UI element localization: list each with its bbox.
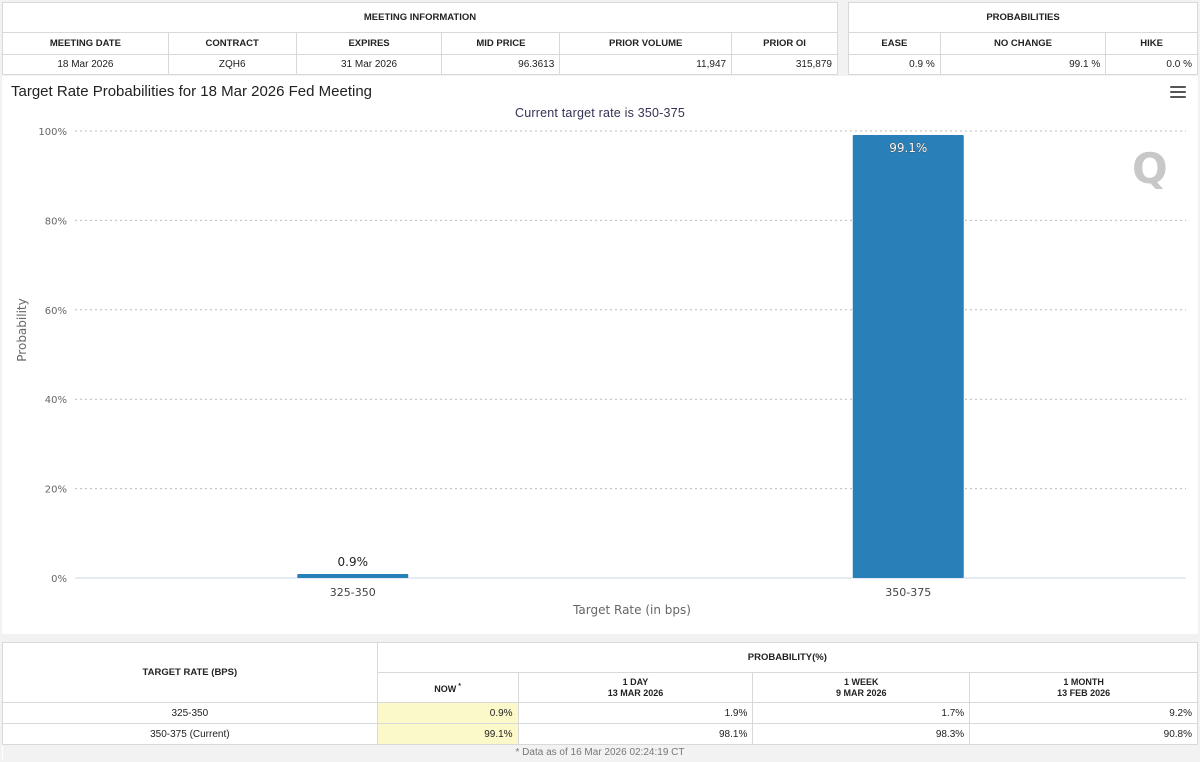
chart-title: Target Rate Probabilities for 18 Mar 202… xyxy=(11,83,373,100)
header-hike: HIKE xyxy=(1105,32,1198,55)
mid-price-value: 96.3613 xyxy=(441,54,561,75)
meeting-date-value: 18 Mar 2026 xyxy=(2,54,169,75)
y-tick-label: 0% xyxy=(51,574,67,585)
header-now: NOW * xyxy=(376,672,519,703)
rate-cell: 325-350 xyxy=(2,702,378,724)
chart-panel: Target Rate Probabilities for 18 Mar 202… xyxy=(2,76,1198,634)
1-week-cell: 98.3% xyxy=(752,723,971,745)
y-tick-label: 20% xyxy=(45,485,67,496)
header-1-month: 1 MONTH 13 FEB 2026 xyxy=(969,672,1198,703)
header-expires: EXPIRES xyxy=(295,32,443,55)
y-tick-label: 100% xyxy=(38,127,67,138)
probabilities-table: PROBABILITIES EASE NO CHANGE HIKE 0.9 % … xyxy=(848,2,1198,75)
bar-325-350[interactable] xyxy=(297,573,409,578)
y-tick-label: 40% xyxy=(45,395,67,406)
hamburger-menu-icon[interactable] xyxy=(1170,86,1186,98)
meeting-information-title: MEETING INFORMATION xyxy=(2,2,838,33)
header-ease: EASE xyxy=(848,32,941,55)
chart-subtitle: Current target rate is 350-375 xyxy=(515,106,685,120)
data-label: 99.1% xyxy=(889,141,927,155)
prior-oi-value: 315,879 xyxy=(731,54,838,75)
header-probability: PROBABILITY(%) xyxy=(376,642,1199,673)
expires-value: 31 Mar 2026 xyxy=(295,54,443,75)
no-change-value: 99.1 % xyxy=(939,54,1107,75)
header-target-rate: TARGET RATE (BPS) xyxy=(2,642,378,703)
y-tick-label: 80% xyxy=(45,216,67,227)
header-prior-oi: PRIOR OI xyxy=(731,32,838,55)
hike-value: 0.0 % xyxy=(1105,54,1198,75)
x-tick-label: 350-375 xyxy=(885,586,931,599)
target-rate-probability-table: TARGET RATE (BPS) PROBABILITY(%) NOW * 1 … xyxy=(2,642,1199,761)
header-prior-volume: PRIOR VOLUME xyxy=(559,32,733,55)
1-day-cell: 1.9% xyxy=(517,702,754,724)
now-cell: 99.1% xyxy=(376,723,519,745)
prior-volume-value: 11,947 xyxy=(559,54,733,75)
watermark-logo-q: Q xyxy=(1132,144,1168,193)
header-meeting-date: MEETING DATE xyxy=(2,32,169,55)
y-tick-label: 60% xyxy=(45,306,67,317)
probabilities-title: PROBABILITIES xyxy=(848,2,1198,33)
meeting-information-table: MEETING INFORMATION MEETING DATE CONTRAC… xyxy=(2,2,838,75)
header-contract: CONTRACT xyxy=(167,32,297,55)
rate-cell: 350-375 (Current) xyxy=(2,723,378,745)
contract-value: ZQH6 xyxy=(167,54,297,75)
y-axis-label: Probability xyxy=(15,298,29,361)
1-week-cell: 1.7% xyxy=(752,702,971,724)
table-row: 325-350 0.9% 1.9% 1.7% 9.2% xyxy=(2,702,1198,724)
x-tick-label: 325-350 xyxy=(330,586,376,599)
header-no-change: NO CHANGE xyxy=(939,32,1107,55)
bar-chart: 0% 20% 40% 60% 80% 100% 325-350 0.9% 350-375 99.1… xyxy=(15,127,1186,617)
ease-value: 0.9 % xyxy=(848,54,941,75)
x-axis-label: Target Rate (in bps) xyxy=(572,603,691,617)
header-mid-price: MID PRICE xyxy=(441,32,561,55)
header-1-week: 1 WEEK 9 MAR 2026 xyxy=(752,672,971,703)
table-row: 350-375 (Current) 99.1% 98.1% 98.3% 90.8… xyxy=(2,723,1198,745)
now-cell: 0.9% xyxy=(376,702,519,724)
1-month-cell: 9.2% xyxy=(969,702,1198,724)
footnote: * Data as of 16 Mar 2026 02:24:19 CT xyxy=(2,744,1198,761)
header-1-day: 1 DAY 13 MAR 2026 xyxy=(517,672,754,703)
data-label: 0.9% xyxy=(338,555,369,569)
1-month-cell: 90.8% xyxy=(969,723,1198,745)
bar-350-375[interactable] xyxy=(852,135,964,578)
1-day-cell: 98.1% xyxy=(517,723,754,745)
